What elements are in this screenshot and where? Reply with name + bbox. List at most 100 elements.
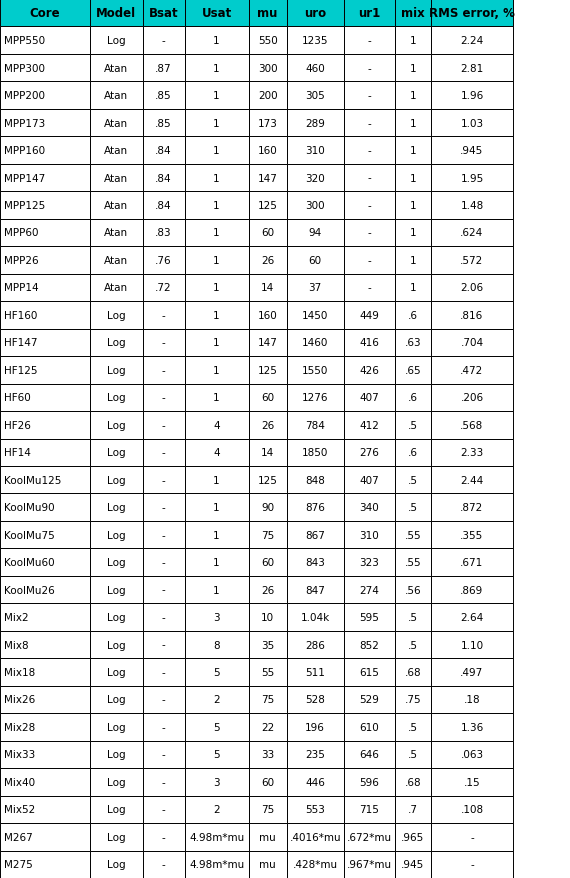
Bar xyxy=(287,631,344,658)
Text: HF160: HF160 xyxy=(4,311,38,320)
Bar xyxy=(142,768,185,795)
Text: 529: 529 xyxy=(360,694,379,705)
Bar xyxy=(287,192,344,220)
Text: 1: 1 xyxy=(213,91,220,101)
Text: 310: 310 xyxy=(360,530,379,540)
Text: 1: 1 xyxy=(410,201,416,211)
Bar xyxy=(395,274,431,302)
Text: 305: 305 xyxy=(306,91,325,101)
Bar xyxy=(185,466,249,493)
Bar xyxy=(287,27,344,54)
Text: .965: .965 xyxy=(401,831,425,842)
Bar xyxy=(395,0,431,27)
Bar xyxy=(287,302,344,329)
Bar xyxy=(395,658,431,686)
Bar xyxy=(90,576,142,604)
Text: 94: 94 xyxy=(308,228,322,238)
Bar xyxy=(287,165,344,192)
Bar xyxy=(287,713,344,741)
Text: 610: 610 xyxy=(360,722,379,732)
Text: -: - xyxy=(368,36,371,47)
Bar xyxy=(249,824,287,851)
Text: 847: 847 xyxy=(306,585,325,595)
Text: .816: .816 xyxy=(461,311,483,320)
Bar xyxy=(344,356,395,385)
Bar xyxy=(287,795,344,824)
Bar xyxy=(0,385,90,412)
Text: Log: Log xyxy=(107,311,125,320)
Text: 26: 26 xyxy=(261,585,274,595)
Bar xyxy=(395,27,431,54)
Text: .84: .84 xyxy=(155,146,172,156)
Bar xyxy=(90,658,142,686)
Bar xyxy=(431,768,513,795)
Bar xyxy=(249,54,287,83)
Text: .671: .671 xyxy=(461,558,483,567)
Text: 1: 1 xyxy=(410,91,416,101)
Bar xyxy=(142,165,185,192)
Text: .76: .76 xyxy=(155,255,172,266)
Text: Mix18: Mix18 xyxy=(4,667,35,677)
Text: KoolMu125: KoolMu125 xyxy=(4,475,62,486)
Text: 26: 26 xyxy=(261,255,274,266)
Text: Core: Core xyxy=(30,7,60,20)
Text: RMS error, %: RMS error, % xyxy=(429,7,515,20)
Text: 1: 1 xyxy=(213,392,220,403)
Text: -: - xyxy=(162,365,165,376)
Text: .85: .85 xyxy=(155,119,172,128)
Text: .56: .56 xyxy=(405,585,421,595)
Bar xyxy=(431,165,513,192)
Text: 300: 300 xyxy=(306,201,325,211)
Bar xyxy=(0,0,90,27)
Bar xyxy=(249,412,287,439)
Bar xyxy=(395,356,431,385)
Text: 1: 1 xyxy=(213,36,220,47)
Bar xyxy=(287,576,344,604)
Bar xyxy=(185,247,249,274)
Text: 1: 1 xyxy=(213,475,220,486)
Text: 33: 33 xyxy=(261,750,274,759)
Text: 1550: 1550 xyxy=(302,365,328,376)
Text: 511: 511 xyxy=(306,667,325,677)
Bar xyxy=(185,0,249,27)
Text: 2.64: 2.64 xyxy=(461,612,483,623)
Text: 1.95: 1.95 xyxy=(461,173,483,184)
Bar xyxy=(0,412,90,439)
Text: 416: 416 xyxy=(360,338,379,348)
Bar xyxy=(90,220,142,247)
Bar xyxy=(431,247,513,274)
Text: 1.10: 1.10 xyxy=(461,640,483,650)
Text: 1: 1 xyxy=(410,283,416,293)
Bar xyxy=(249,83,287,110)
Text: 550: 550 xyxy=(258,36,278,47)
Bar xyxy=(90,851,142,878)
Text: .7: .7 xyxy=(408,804,418,815)
Bar xyxy=(0,741,90,768)
Bar xyxy=(185,604,249,631)
Bar xyxy=(0,302,90,329)
Bar xyxy=(90,165,142,192)
Text: 848: 848 xyxy=(306,475,325,486)
Bar xyxy=(0,54,90,83)
Text: 35: 35 xyxy=(261,640,274,650)
Bar xyxy=(185,27,249,54)
Text: HF147: HF147 xyxy=(4,338,38,348)
Bar xyxy=(185,522,249,549)
Bar xyxy=(90,493,142,522)
Bar xyxy=(185,165,249,192)
Text: .945: .945 xyxy=(461,146,483,156)
Text: 1: 1 xyxy=(213,173,220,184)
Text: MPP60: MPP60 xyxy=(4,228,39,238)
Bar xyxy=(185,631,249,658)
Bar xyxy=(395,192,431,220)
Text: KoolMu60: KoolMu60 xyxy=(4,558,55,567)
Bar xyxy=(0,192,90,220)
Text: 5: 5 xyxy=(213,667,220,677)
Text: 274: 274 xyxy=(360,585,379,595)
Text: 852: 852 xyxy=(360,640,379,650)
Text: .5: .5 xyxy=(408,750,418,759)
Text: 2.24: 2.24 xyxy=(461,36,483,47)
Text: 1: 1 xyxy=(213,502,220,513)
Text: .5: .5 xyxy=(408,421,418,430)
Text: .15: .15 xyxy=(463,777,481,787)
